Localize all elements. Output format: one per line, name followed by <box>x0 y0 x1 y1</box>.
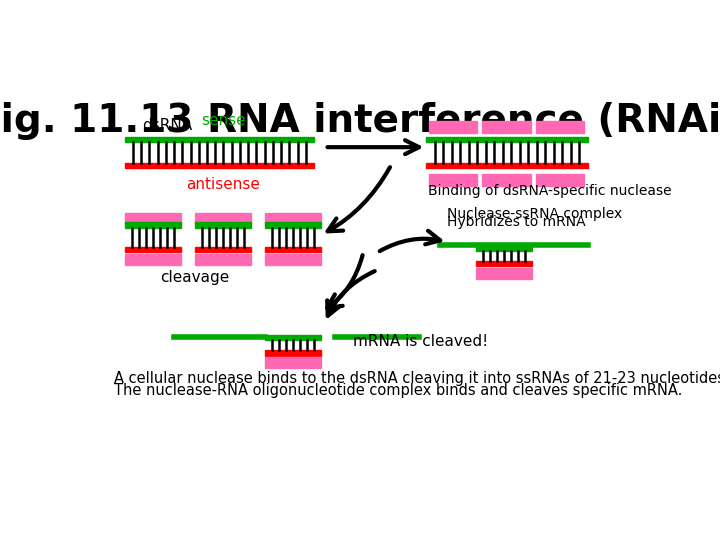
Text: antisense: antisense <box>186 177 260 192</box>
Text: Binding of dsRNA-specific nuclease: Binding of dsRNA-specific nuclease <box>428 184 672 198</box>
Bar <box>482 120 531 133</box>
Bar <box>265 350 321 356</box>
Bar <box>195 247 251 253</box>
Text: sense: sense <box>201 113 246 128</box>
Bar <box>428 120 477 133</box>
Bar <box>195 222 251 228</box>
Bar <box>265 213 321 225</box>
Text: Nuclease-ssRNA complex: Nuclease-ssRNA complex <box>447 207 623 221</box>
Bar <box>265 222 321 228</box>
Bar <box>536 120 585 133</box>
Bar <box>195 213 251 225</box>
Bar <box>475 246 531 251</box>
Bar <box>125 137 314 142</box>
Bar <box>426 163 588 168</box>
Bar <box>265 357 321 368</box>
Bar <box>536 174 585 186</box>
Text: dsRNA: dsRNA <box>142 118 192 133</box>
Bar <box>125 222 181 228</box>
Text: mRNA is cleaved!: mRNA is cleaved! <box>353 334 488 349</box>
Bar <box>125 213 181 225</box>
Text: Fig. 11.13 RNA interference (RNAi): Fig. 11.13 RNA interference (RNAi) <box>0 102 720 139</box>
Bar <box>265 335 321 340</box>
Bar <box>426 137 588 142</box>
Bar <box>195 254 251 265</box>
Text: Hybridizes to mRNA: Hybridizes to mRNA <box>447 215 586 230</box>
Text: A cellular nuclease binds to the dsRNA cleaving it into ssRNAs of 21-23 nucleoti: A cellular nuclease binds to the dsRNA c… <box>114 371 720 386</box>
Bar <box>125 247 181 253</box>
Bar <box>428 174 477 186</box>
Bar <box>475 261 531 267</box>
Bar <box>265 254 321 265</box>
Bar <box>265 247 321 253</box>
Text: cleavage: cleavage <box>160 270 230 285</box>
Bar <box>125 163 314 168</box>
Text: The nuclease-RNA oligonucleotide complex binds and cleaves specific mRNA.: The nuclease-RNA oligonucleotide complex… <box>114 383 683 398</box>
Bar <box>475 268 531 279</box>
Bar <box>125 254 181 265</box>
Bar <box>482 174 531 186</box>
